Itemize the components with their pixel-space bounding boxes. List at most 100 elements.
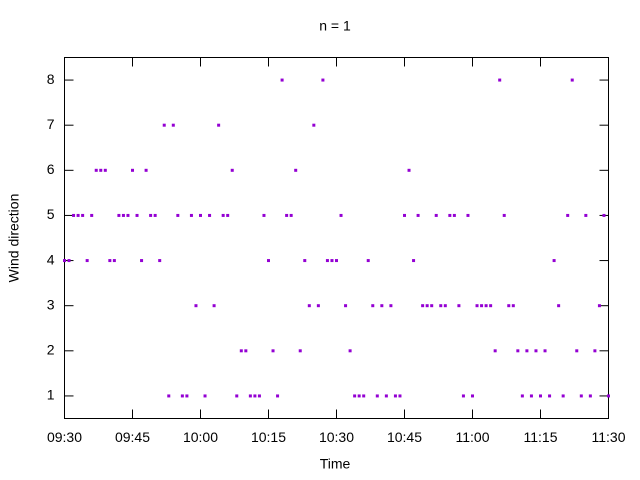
point bbox=[67, 259, 71, 263]
point bbox=[389, 304, 393, 308]
x-tick-label: 10:15 bbox=[251, 429, 286, 445]
point bbox=[339, 213, 343, 217]
point bbox=[416, 213, 420, 217]
point bbox=[393, 394, 397, 398]
point bbox=[103, 168, 107, 172]
point bbox=[72, 213, 76, 217]
point bbox=[430, 304, 434, 308]
point bbox=[285, 213, 289, 217]
point bbox=[529, 394, 533, 398]
point bbox=[140, 259, 144, 263]
point bbox=[171, 123, 175, 127]
point bbox=[230, 168, 234, 172]
point bbox=[421, 304, 425, 308]
point bbox=[475, 304, 479, 308]
point bbox=[357, 394, 361, 398]
point bbox=[412, 259, 416, 263]
point bbox=[131, 168, 134, 172]
point bbox=[212, 304, 216, 308]
point bbox=[226, 213, 230, 217]
point bbox=[63, 259, 66, 263]
point bbox=[588, 394, 592, 398]
point bbox=[439, 304, 443, 308]
point bbox=[144, 168, 148, 172]
point bbox=[312, 123, 316, 127]
point bbox=[353, 394, 357, 398]
y-tick-label: 3 bbox=[47, 296, 55, 312]
point bbox=[548, 394, 552, 398]
point bbox=[307, 304, 311, 308]
point bbox=[162, 123, 166, 127]
point bbox=[579, 394, 583, 398]
point bbox=[303, 259, 307, 263]
point bbox=[180, 394, 184, 398]
point bbox=[81, 213, 85, 217]
point bbox=[85, 259, 89, 263]
point bbox=[448, 213, 452, 217]
y-tick-label: 5 bbox=[47, 206, 55, 222]
point bbox=[167, 394, 171, 398]
point bbox=[276, 394, 280, 398]
chart-title: n = 1 bbox=[319, 18, 351, 34]
point bbox=[189, 213, 193, 217]
y-axis-label: Wind direction bbox=[6, 194, 22, 283]
point bbox=[126, 213, 130, 217]
point bbox=[253, 394, 257, 398]
point bbox=[511, 304, 515, 308]
point bbox=[149, 213, 153, 217]
y-tick-label: 4 bbox=[47, 251, 55, 267]
point bbox=[384, 394, 388, 398]
point bbox=[94, 168, 98, 172]
point bbox=[452, 213, 456, 217]
x-tick-label: 11:15 bbox=[524, 429, 558, 445]
point bbox=[289, 213, 293, 217]
point bbox=[330, 259, 334, 263]
point bbox=[217, 123, 221, 127]
point bbox=[221, 213, 225, 217]
point bbox=[471, 394, 474, 398]
point bbox=[366, 259, 370, 263]
x-tick-label: 10:45 bbox=[387, 429, 422, 445]
point bbox=[566, 213, 570, 217]
point bbox=[176, 213, 180, 217]
y-tick-label: 1 bbox=[47, 387, 55, 403]
point bbox=[362, 394, 366, 398]
point bbox=[597, 304, 601, 308]
x-tick-label: 11:30 bbox=[592, 429, 626, 445]
point bbox=[267, 259, 270, 263]
x-tick-label: 10:30 bbox=[319, 429, 354, 445]
point bbox=[371, 304, 375, 308]
point bbox=[375, 394, 379, 398]
point bbox=[593, 349, 597, 353]
point bbox=[493, 349, 497, 353]
point bbox=[543, 349, 547, 353]
point bbox=[525, 349, 529, 353]
point bbox=[539, 394, 542, 398]
x-tick-label: 11:00 bbox=[456, 429, 490, 445]
point bbox=[398, 394, 402, 398]
point bbox=[507, 304, 511, 308]
point bbox=[316, 304, 320, 308]
point bbox=[321, 78, 325, 82]
point bbox=[348, 349, 352, 353]
point bbox=[407, 168, 411, 172]
point bbox=[135, 213, 139, 217]
point bbox=[570, 78, 574, 82]
point bbox=[461, 394, 465, 398]
point bbox=[76, 213, 80, 217]
point bbox=[489, 304, 493, 308]
point bbox=[117, 213, 121, 217]
x-tick-label: 10:00 bbox=[183, 429, 218, 445]
point bbox=[520, 394, 524, 398]
point bbox=[443, 304, 447, 308]
point bbox=[208, 213, 212, 217]
point bbox=[484, 304, 488, 308]
point bbox=[239, 349, 243, 353]
point bbox=[257, 394, 261, 398]
point bbox=[294, 168, 298, 172]
point bbox=[552, 259, 556, 263]
y-tick-label: 7 bbox=[47, 116, 55, 132]
point bbox=[153, 213, 157, 217]
point bbox=[121, 213, 125, 217]
point bbox=[425, 304, 429, 308]
